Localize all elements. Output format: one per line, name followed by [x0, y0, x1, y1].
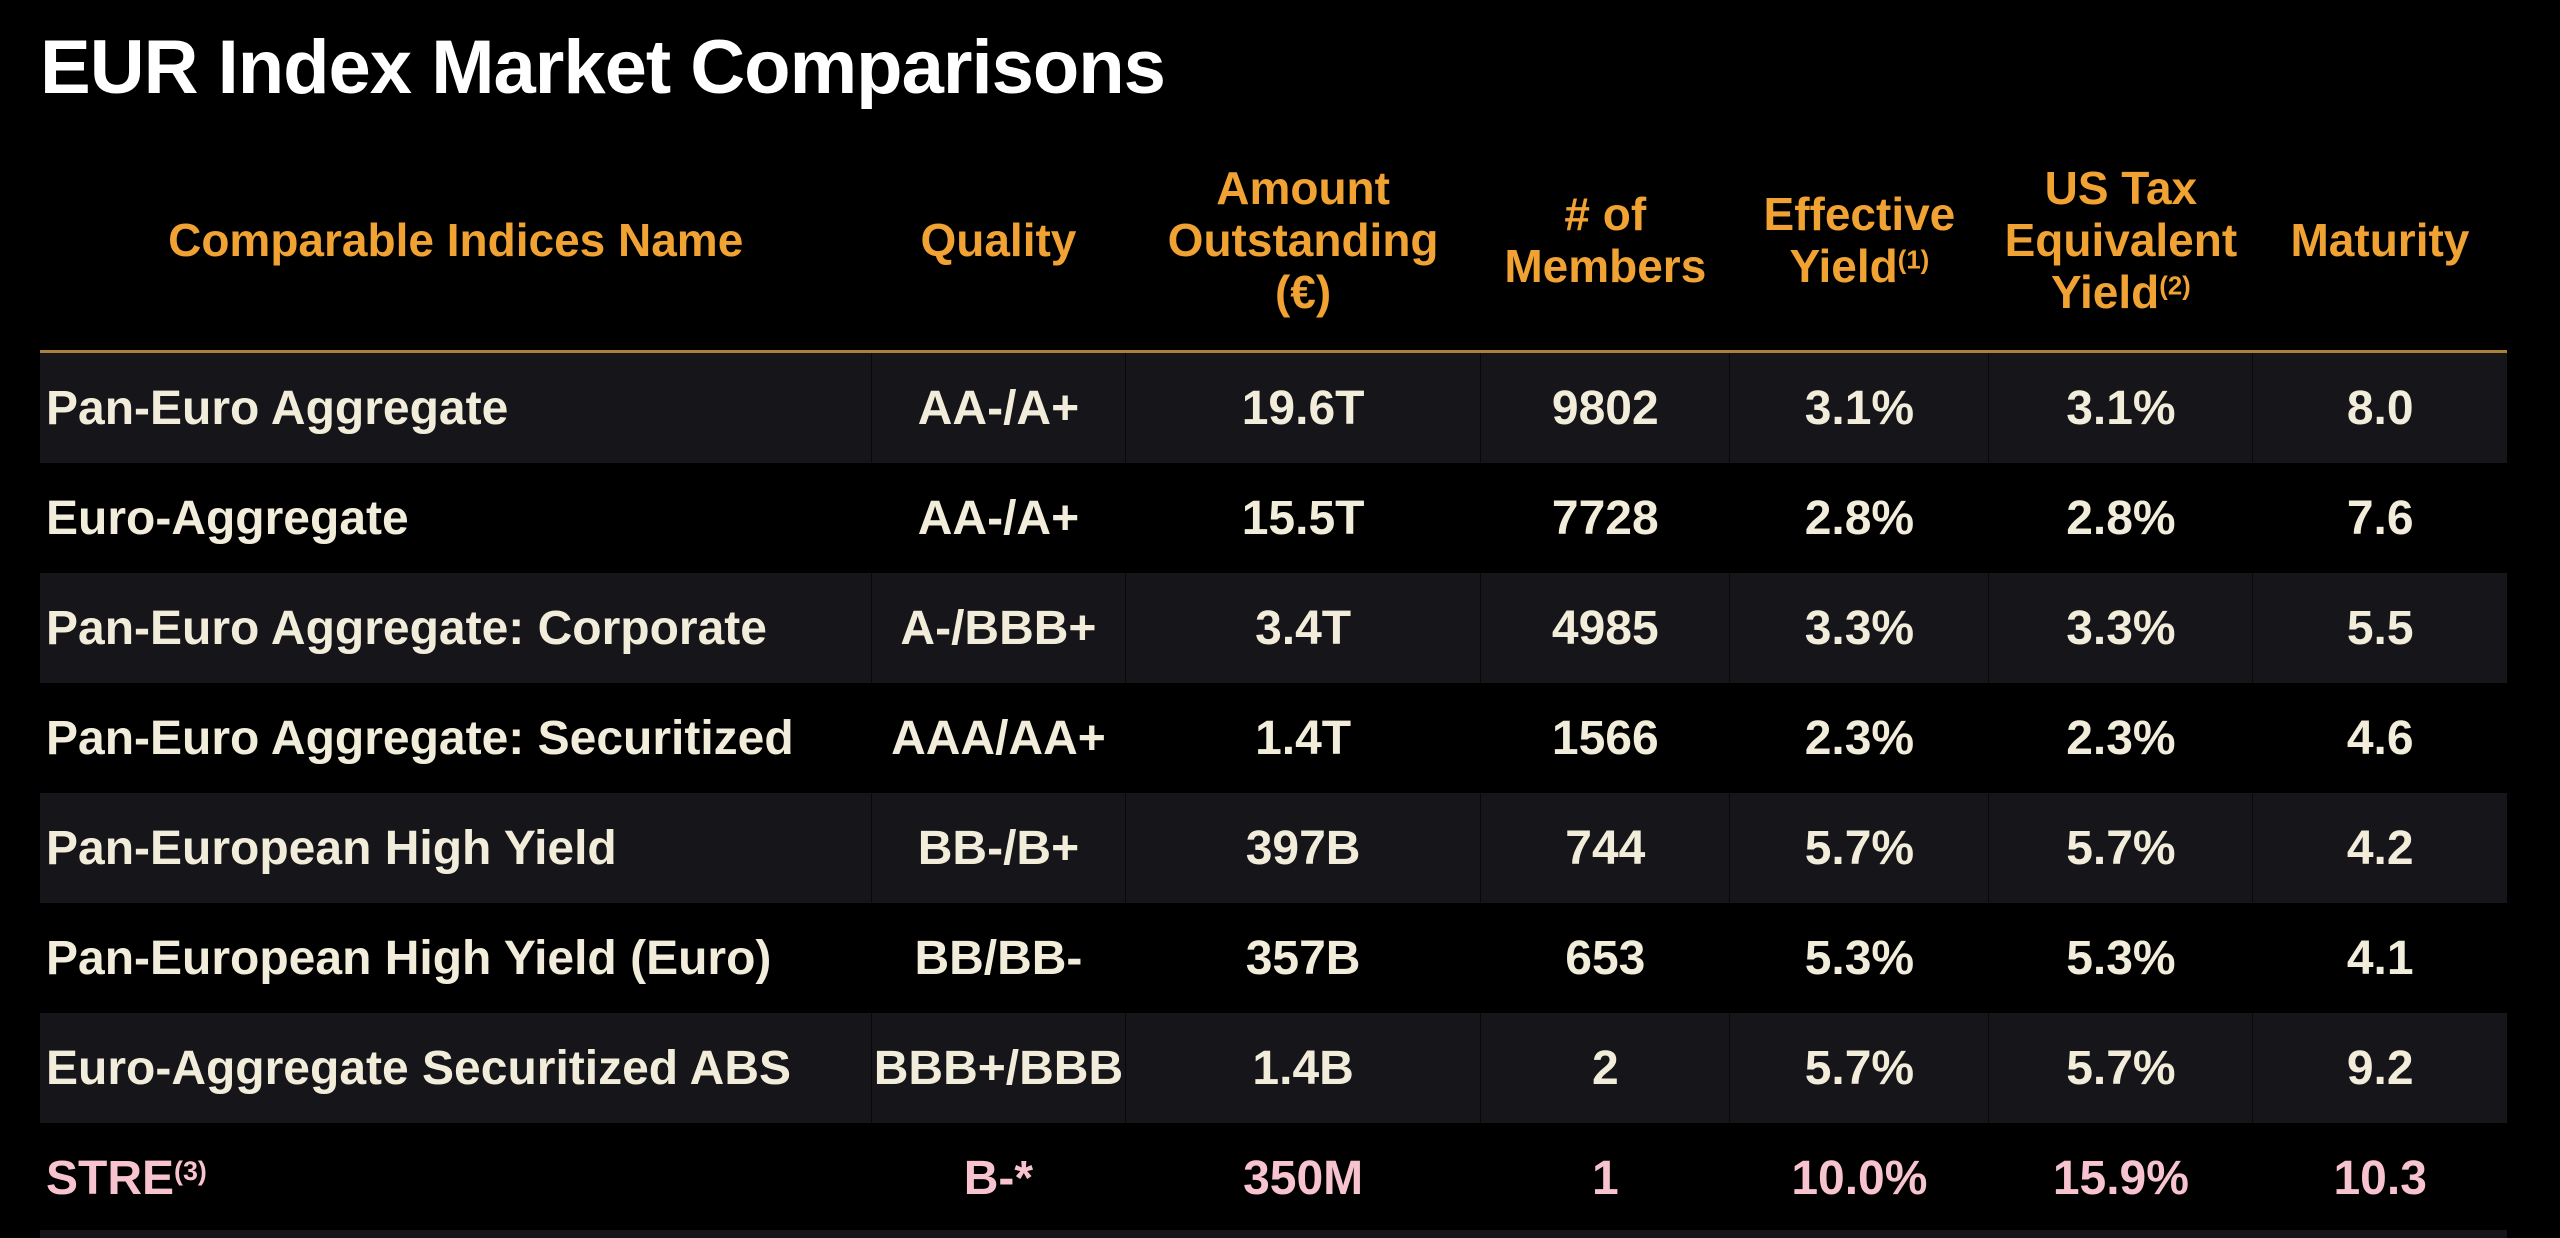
table-row: Pan-Euro Aggregate: Corporate A-/BBB+ 3.…: [40, 573, 2507, 683]
cell-maturity: 7.6: [2252, 463, 2507, 573]
cell-quality: BB/BB-: [870, 903, 1126, 1013]
cell-tax-equivalent-yield: 2.8%: [1988, 463, 2253, 573]
partial-next-row-band: [40, 1230, 2507, 1238]
cell-name: Euro-Aggregate: [46, 491, 409, 545]
cell-name: Pan-Euro Aggregate: Securitized: [46, 711, 794, 765]
cell-maturity: 9.2: [2252, 1013, 2507, 1123]
footnote-marker-2: (2): [2159, 272, 2191, 301]
cell-name: Pan-European High Yield: [46, 821, 617, 875]
cell-members: 653: [1480, 903, 1730, 1013]
cell-quality: BBB+/BBB: [870, 1013, 1126, 1123]
cell-effective-yield: 5.3%: [1729, 903, 1989, 1013]
cell-members: 7728: [1480, 463, 1730, 573]
cell-maturity: 4.1: [2252, 903, 2507, 1013]
cell-amount: 15.5T: [1124, 463, 1481, 573]
cell-maturity: 4.2: [2252, 793, 2507, 903]
cell-effective-yield: 5.7%: [1729, 793, 1989, 903]
cell-amount: 397B: [1124, 793, 1481, 903]
table-row: Pan-Euro Aggregate AA-/A+ 19.6T 9802 3.1…: [40, 351, 2507, 463]
table-row: Pan-Euro Aggregate: Securitized AAA/AA+ …: [40, 683, 2507, 793]
cell-effective-yield: 10.0%: [1729, 1123, 1989, 1233]
cell-amount: 1.4B: [1124, 1013, 1481, 1123]
table-row: Euro-Aggregate Securitized ABS BBB+/BBB …: [40, 1013, 2507, 1123]
cell-maturity: 4.6: [2252, 683, 2507, 793]
cell-name: Euro-Aggregate Securitized ABS: [46, 1041, 792, 1095]
cell-name: Pan-Euro Aggregate: [46, 381, 509, 435]
cell-effective-yield: 5.7%: [1729, 1013, 1989, 1123]
table-header: Comparable Indices Name Quality Amount O…: [40, 130, 2507, 353]
cell-members: 744: [1480, 793, 1730, 903]
cell-maturity: 5.5: [2252, 573, 2507, 683]
col-header-comparable-indices-name: Comparable Indices Name: [40, 130, 872, 353]
cell-quality: BB-/B+: [870, 793, 1126, 903]
cell-members: 1: [1480, 1123, 1730, 1233]
table-row: Pan-European High Yield (Euro) BB/BB- 35…: [40, 903, 2507, 1013]
cell-effective-yield: 2.3%: [1729, 683, 1989, 793]
col-header-amount-outstanding: Amount Outstanding (€): [1125, 130, 1481, 353]
cell-tax-equivalent-yield: 5.3%: [1988, 903, 2253, 1013]
col-header-effective-yield: Effective Yield(1): [1729, 130, 1989, 353]
footnote-marker-3: (3): [174, 1155, 207, 1186]
cell-maturity: 10.3: [2252, 1123, 2507, 1233]
cell-quality: A-/BBB+: [870, 573, 1126, 683]
cell-quality: B-*: [870, 1123, 1126, 1233]
page-title: EUR Index Market Comparisons: [40, 25, 1166, 110]
cell-effective-yield: 3.1%: [1729, 351, 1989, 463]
cell-tax-equivalent-yield: 3.1%: [1988, 351, 2253, 463]
col-header-num-members: # of Members: [1480, 130, 1730, 353]
cell-amount: 350M: [1124, 1123, 1481, 1233]
cell-tax-equivalent-yield: 15.9%: [1988, 1123, 2253, 1233]
col-header-maturity: Maturity: [2252, 130, 2507, 353]
cell-amount: 357B: [1124, 903, 1481, 1013]
cell-quality: AAA/AA+: [870, 683, 1126, 793]
table-row: Euro-Aggregate AA-/A+ 15.5T 7728 2.8% 2.…: [40, 463, 2507, 573]
comparison-table: Comparable Indices Name Quality Amount O…: [40, 130, 2507, 1233]
cell-effective-yield: 2.8%: [1729, 463, 1989, 573]
cell-quality: AA-/A+: [870, 463, 1126, 573]
cell-tax-equivalent-yield: 2.3%: [1988, 683, 2253, 793]
cell-name: STRE(3): [46, 1151, 207, 1205]
table-row: Pan-European High Yield BB-/B+ 397B 744 …: [40, 793, 2507, 903]
cell-members: 9802: [1480, 351, 1730, 463]
cell-tax-equivalent-yield: 5.7%: [1988, 1013, 2253, 1123]
cell-amount: 1.4T: [1124, 683, 1481, 793]
cell-tax-equivalent-yield: 3.3%: [1988, 573, 2253, 683]
cell-maturity: 8.0: [2252, 351, 2507, 463]
table-body: Pan-Euro Aggregate AA-/A+ 19.6T 9802 3.1…: [40, 351, 2507, 1233]
cell-name: Pan-Euro Aggregate: Corporate: [46, 601, 767, 655]
col-header-quality: Quality: [871, 130, 1126, 353]
header-row: Comparable Indices Name Quality Amount O…: [40, 130, 2507, 353]
footnote-marker-1: (1): [1897, 246, 1930, 275]
cell-effective-yield: 3.3%: [1729, 573, 1989, 683]
cell-members: 2: [1480, 1013, 1730, 1123]
cell-name: Pan-European High Yield (Euro): [46, 931, 772, 985]
cell-amount: 3.4T: [1124, 573, 1481, 683]
cell-amount: 19.6T: [1124, 351, 1481, 463]
table-row-stre-highlight: STRE(3) B-* 350M 1 10.0% 15.9% 10.3: [40, 1123, 2507, 1233]
col-header-us-tax-equivalent-yield: US Tax Equivalent Yield(2): [1988, 130, 2253, 353]
cell-members: 4985: [1480, 573, 1730, 683]
cell-quality: AA-/A+: [870, 351, 1126, 463]
cell-members: 1566: [1480, 683, 1730, 793]
cell-tax-equivalent-yield: 5.7%: [1988, 793, 2253, 903]
